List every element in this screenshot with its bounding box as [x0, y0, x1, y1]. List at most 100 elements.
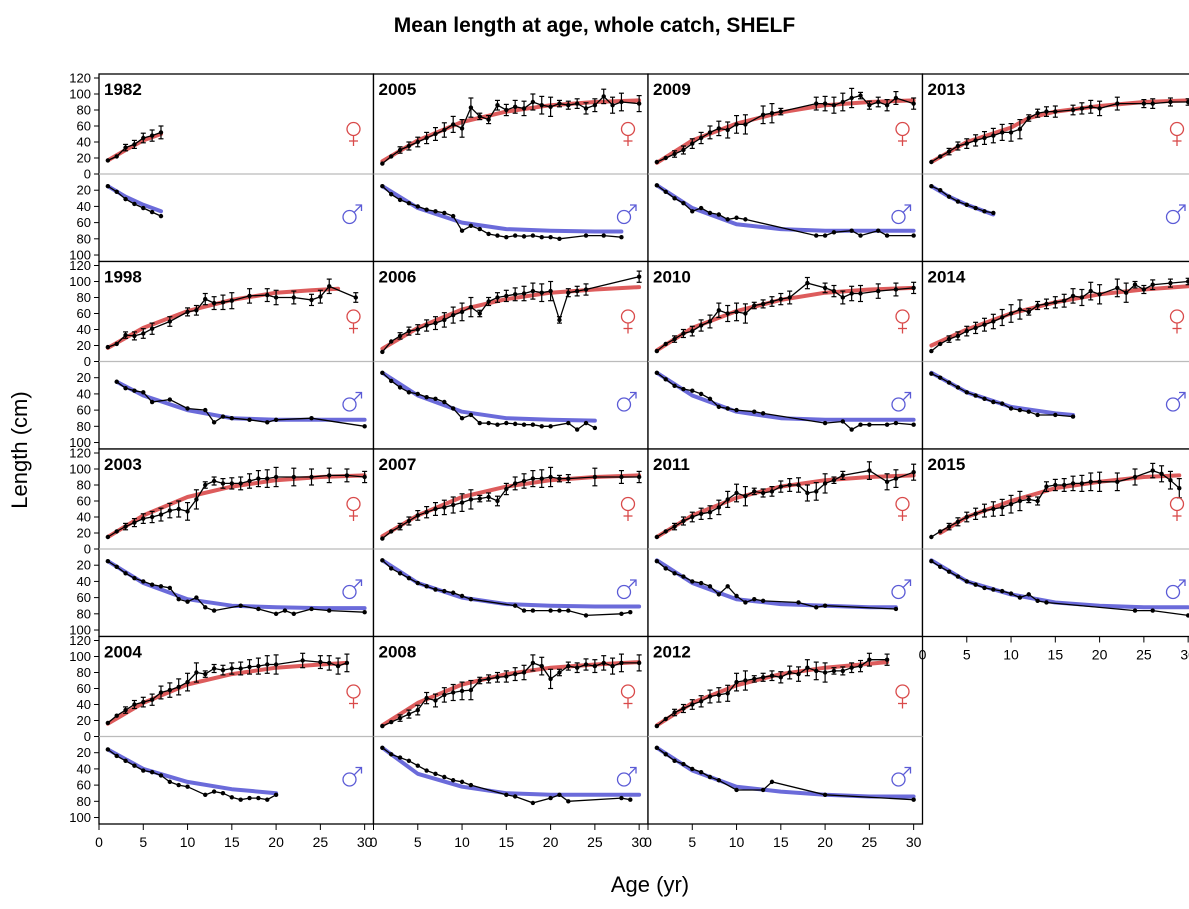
female-observed-point	[389, 529, 394, 534]
male-observed-point	[442, 774, 447, 780]
female-observed-point	[220, 300, 226, 305]
panel-year-label: 2007	[379, 455, 417, 474]
female-observed-point	[450, 690, 456, 695]
female-observed-point	[344, 473, 350, 478]
female-observed-point	[787, 295, 792, 300]
female-observed-point	[158, 690, 164, 695]
female-observed-point	[769, 111, 775, 116]
male-observed-point	[141, 768, 146, 773]
female-observed-point	[973, 138, 978, 143]
male-observed-point	[557, 792, 562, 798]
male-symbol-circle	[1165, 209, 1181, 225]
male-symbol-circle	[1165, 584, 1181, 600]
female-observed-point	[610, 103, 615, 108]
female-observed-point	[663, 716, 668, 722]
male-observed-point	[380, 370, 385, 376]
female-observed-point	[672, 524, 677, 529]
male-symbol-icon	[891, 204, 912, 225]
male-observed-point	[406, 200, 412, 206]
female-observed-point	[158, 130, 164, 135]
male-observed-point	[672, 571, 677, 576]
male-observed-point	[698, 580, 704, 586]
female-observed-point	[1017, 307, 1023, 312]
male-symbol-icon	[616, 391, 637, 412]
female-observed-point	[265, 292, 270, 298]
female-observed-point	[884, 657, 890, 662]
female-observed-point	[636, 660, 642, 666]
male-observed-point	[1017, 595, 1023, 600]
y-tick-label: 60	[77, 778, 91, 793]
female-observed-point	[415, 513, 420, 518]
female-observed-point	[955, 143, 961, 149]
female-observed-point	[787, 670, 792, 675]
y-tick-label: 60	[77, 306, 91, 321]
male-observed-point	[991, 210, 996, 216]
male-observed-point	[814, 233, 819, 238]
female-observed-point	[450, 502, 456, 508]
female-observed-point	[1132, 282, 1138, 287]
female-observed-point	[539, 290, 544, 295]
female-observed-point	[592, 663, 598, 669]
male-observed-point	[663, 377, 668, 382]
female-observed-point	[867, 468, 872, 473]
male-observed-point	[681, 574, 686, 579]
y-tick-label: 100	[69, 274, 91, 289]
male-observed-point	[707, 584, 713, 589]
female-observed-point	[964, 141, 969, 146]
female-observed-point	[574, 288, 580, 294]
panel-year-label: 2006	[379, 268, 417, 287]
female-observed-point	[654, 348, 660, 354]
female-symbol-icon	[895, 309, 910, 334]
male-observed-point	[158, 773, 164, 778]
male-observed-point	[893, 420, 899, 426]
female-observed-point	[929, 348, 934, 354]
female-observed-point	[397, 147, 403, 153]
male-observed-point	[167, 585, 173, 591]
male-observed-point	[114, 753, 119, 759]
male-observed-point	[132, 388, 137, 393]
y-tick-label: 20	[77, 183, 91, 198]
female-observed-point	[778, 296, 784, 302]
female-observed-point	[114, 529, 119, 534]
female-observed-point	[858, 291, 863, 296]
female-observed-point	[619, 474, 624, 480]
male-observed-point	[760, 598, 766, 604]
female-observed-point	[557, 101, 562, 106]
female-observed-point	[406, 143, 412, 149]
male-fit-line	[380, 370, 597, 423]
female-observed-point	[211, 300, 217, 306]
female-observed-point	[805, 280, 810, 286]
male-observed-point	[938, 188, 943, 193]
male-fit-line	[105, 747, 279, 796]
panel-2015: 2015	[921, 448, 1189, 638]
female-symbol-icon	[346, 684, 361, 709]
female-observed-point	[725, 691, 730, 696]
female-observed-point	[1185, 279, 1189, 284]
female-symbol-icon	[1169, 309, 1185, 334]
female-observed-point	[884, 103, 890, 108]
male-observed-point	[105, 747, 111, 752]
panel-year-label: 2008	[379, 643, 417, 662]
male-observed-point	[707, 774, 713, 780]
male-symbol-arrow	[902, 204, 911, 213]
male-observed-point	[1053, 412, 1058, 418]
male-observed-point	[548, 424, 553, 429]
male-symbol-arrowhead	[630, 391, 637, 399]
female-observed-point	[805, 665, 810, 670]
female-observed-point	[681, 331, 686, 336]
female-observed-point	[1115, 101, 1120, 106]
male-observed-point	[530, 608, 536, 613]
male-observed-point	[477, 226, 482, 232]
male-symbol-icon	[616, 579, 637, 600]
male-observed-point	[424, 394, 429, 400]
female-observed-point	[539, 663, 544, 669]
female-observed-point	[123, 145, 128, 150]
male-observed-point	[955, 385, 961, 390]
male-observed-point	[690, 209, 695, 214]
male-observed-point	[822, 792, 828, 798]
male-observed-point	[548, 795, 553, 801]
female-observed-point	[521, 106, 527, 111]
female-observed-point	[220, 481, 226, 486]
female-observed-point	[194, 670, 199, 675]
y-tick-label: 80	[77, 103, 91, 118]
